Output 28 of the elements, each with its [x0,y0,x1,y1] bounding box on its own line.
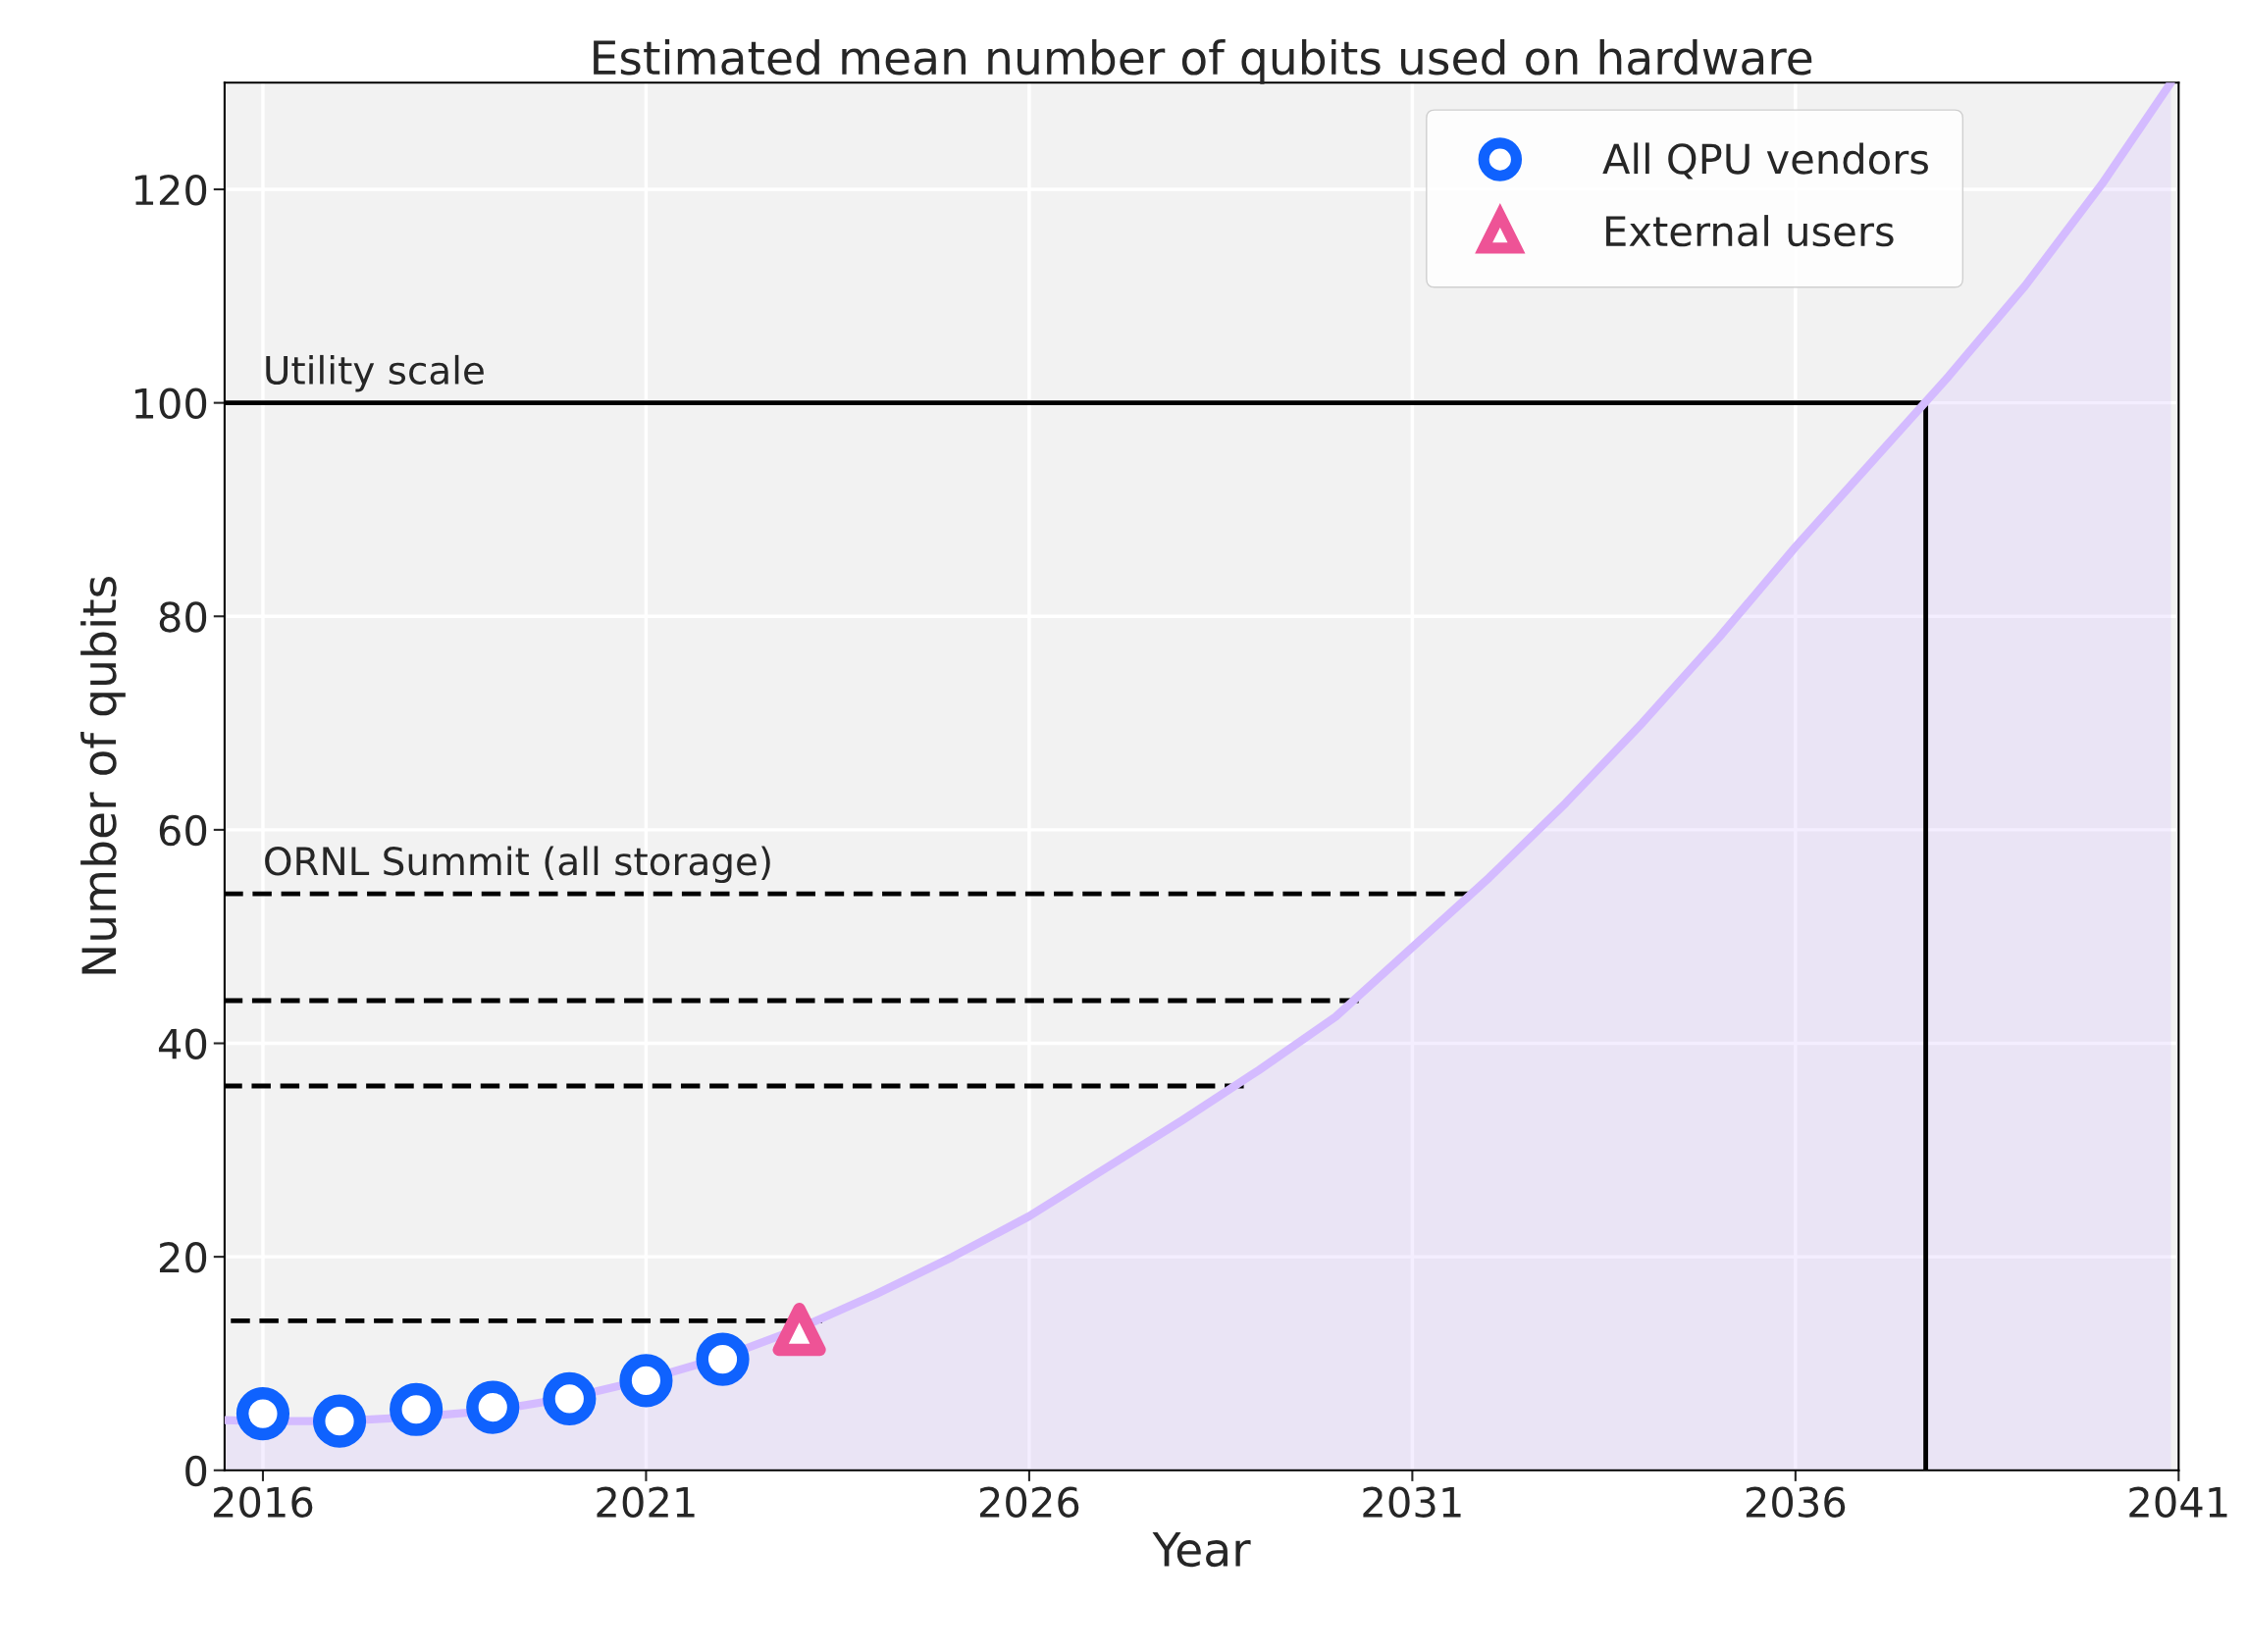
point [235,1387,290,1441]
x-tick-label: 2026 [979,1486,1079,1518]
x-tick-label: 2021 [597,1486,695,1518]
point [543,1371,597,1425]
annotation: Utility scale [266,354,484,392]
point [466,1380,520,1434]
y-tick-label: 60 [159,814,207,847]
y-axis-title: Number of qubits [80,577,126,974]
y-tick-label: 120 [134,174,207,206]
x-tick-label: 2036 [1746,1486,1846,1518]
x-tick-label: 2016 [213,1486,313,1518]
point [772,1303,826,1357]
y-tick-label: 80 [159,601,207,633]
y-tick-label: 100 [134,387,207,420]
point [390,1382,444,1436]
annotation: ORNL Summit (all storage) [265,846,770,884]
point [619,1354,673,1408]
point [696,1332,750,1386]
chart-title: Estimated mean number of qubits used on hardware [594,38,1812,84]
y-tick-label: 0 [185,1455,207,1487]
y-tick-label: 20 [159,1242,207,1273]
point [312,1394,367,1448]
legend-label: External users [1606,215,1894,247]
legend-label: All QPU vendors [1602,142,1928,180]
x-tick-label: 2031 [1363,1486,1461,1518]
y-tick-label: 40 [158,1028,207,1059]
x-axis-title: Year [1152,1532,1251,1568]
x-tick-label: 2041 [2129,1486,2227,1518]
